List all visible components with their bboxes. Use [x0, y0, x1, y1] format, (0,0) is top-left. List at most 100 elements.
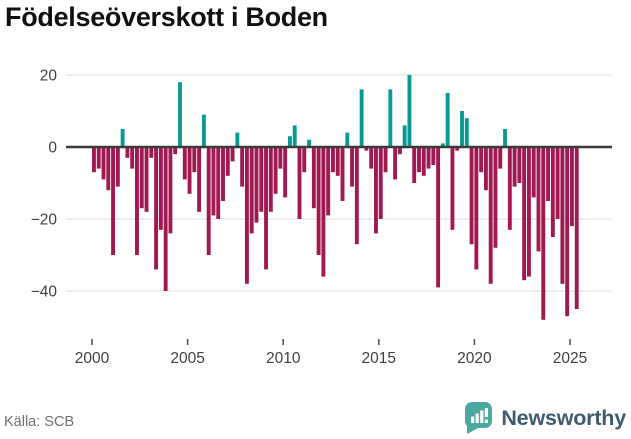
bar-negative — [115, 147, 120, 187]
bar-negative — [311, 147, 316, 209]
bar-negative — [431, 147, 436, 165]
bar-positive — [445, 93, 450, 147]
bar-negative — [550, 147, 555, 237]
x-axis-tick-label: 2000 — [75, 350, 110, 367]
bar-negative — [302, 147, 307, 173]
bar-negative — [498, 147, 503, 169]
x-axis-tick-label: 2005 — [170, 350, 204, 367]
bar-negative — [426, 147, 431, 169]
bar-positive — [402, 125, 407, 147]
bar-negative — [144, 147, 149, 212]
bar-negative — [455, 147, 460, 151]
bar-negative — [278, 147, 283, 169]
bar-chart-canvas: 20 0 −20 −40 2000 2005 2010 2015 2020 2025 — [31, 68, 612, 367]
bar-positive — [440, 143, 445, 147]
bar-negative — [182, 147, 187, 180]
bar-negative — [101, 147, 106, 180]
bar-negative — [354, 147, 359, 245]
bar-negative — [560, 147, 565, 284]
bar-negative — [574, 147, 579, 309]
page-title: Födelseöverskott i Boden — [5, 2, 328, 32]
bar-negative — [479, 147, 484, 173]
bar-negative — [393, 147, 398, 180]
bar-negative — [240, 147, 245, 187]
bar-positive — [201, 114, 206, 147]
bar-negative — [149, 147, 154, 158]
bar-positive — [307, 139, 311, 147]
bar-negative — [96, 147, 101, 169]
bar-negative — [555, 147, 560, 219]
bar-negative — [163, 147, 168, 291]
bar-negative — [326, 147, 331, 216]
y-axis-tick-label: 20 — [40, 68, 58, 85]
newsworthy-logo: Newsworthy — [463, 400, 626, 436]
bar-negative — [111, 147, 116, 255]
bar-negative — [412, 147, 417, 183]
bar-negative — [211, 147, 216, 216]
bar-negative — [264, 147, 268, 270]
bar-negative — [273, 147, 278, 194]
bar-negative — [541, 147, 546, 320]
bar-negative — [531, 147, 536, 198]
bar-negative — [374, 147, 378, 234]
bar-positive — [178, 82, 182, 147]
bar-negative — [526, 147, 531, 277]
bar-positive — [292, 125, 297, 147]
bar-negative — [244, 147, 249, 284]
x-axis-tick-label: 2015 — [362, 350, 396, 367]
bar-positive — [359, 89, 364, 147]
bar-negative — [507, 147, 512, 230]
x-axis-tick-label: 2010 — [266, 350, 301, 367]
bar-negative — [206, 147, 211, 255]
y-axis-tick-label: −40 — [31, 284, 58, 301]
bar-negative — [135, 147, 139, 255]
bar-negative — [570, 147, 574, 227]
bar-negative — [283, 147, 288, 198]
newsworthy-wordmark: Newsworthy — [501, 405, 626, 430]
bar-negative — [316, 147, 321, 255]
bar-negative — [474, 147, 479, 270]
bar-negative — [565, 147, 570, 317]
bar-negative — [130, 147, 135, 169]
bar-negative — [230, 147, 235, 162]
bar-positive — [235, 132, 240, 147]
bar-positive — [407, 75, 412, 147]
bar-negative — [421, 147, 426, 176]
bar-negative — [397, 147, 402, 155]
bar-negative — [350, 147, 355, 187]
bar-positive — [464, 118, 469, 147]
bar-negative — [321, 147, 326, 277]
bar-negative — [378, 147, 383, 219]
bar-negative — [522, 147, 527, 281]
bar-negative — [139, 147, 144, 209]
bar-negative — [173, 147, 178, 155]
bar-negative — [249, 147, 254, 234]
bar-negative — [383, 147, 388, 173]
birth-surplus-chart: 20 0 −20 −40 2000 2005 2010 2015 2020 2025 — [0, 58, 631, 380]
bar-negative — [92, 147, 96, 173]
bar-negative — [335, 147, 340, 176]
bar-negative — [225, 147, 230, 176]
bar-positive — [503, 129, 507, 147]
bar-negative — [154, 147, 159, 270]
bar-negative — [493, 147, 498, 248]
bar-negative — [297, 147, 302, 219]
bar-negative — [259, 147, 264, 212]
bar-negative — [546, 147, 550, 201]
y-axis-tick-label: −20 — [31, 212, 58, 229]
bar-negative — [340, 147, 345, 201]
bar-negative — [221, 147, 225, 201]
y-axis-tick-label: 0 — [48, 140, 57, 157]
bar-negative — [192, 147, 197, 173]
bar-negative — [512, 147, 517, 187]
bar-positive — [120, 129, 125, 147]
bar-positive — [287, 136, 292, 147]
bar-negative — [536, 147, 541, 252]
source-label: Källa: SCB — [4, 414, 75, 430]
x-axis-tick-label: 2025 — [553, 350, 587, 367]
bar-negative — [517, 147, 522, 183]
bar-positive — [460, 111, 464, 147]
bar-negative — [331, 147, 335, 173]
bar-negative — [197, 147, 202, 212]
